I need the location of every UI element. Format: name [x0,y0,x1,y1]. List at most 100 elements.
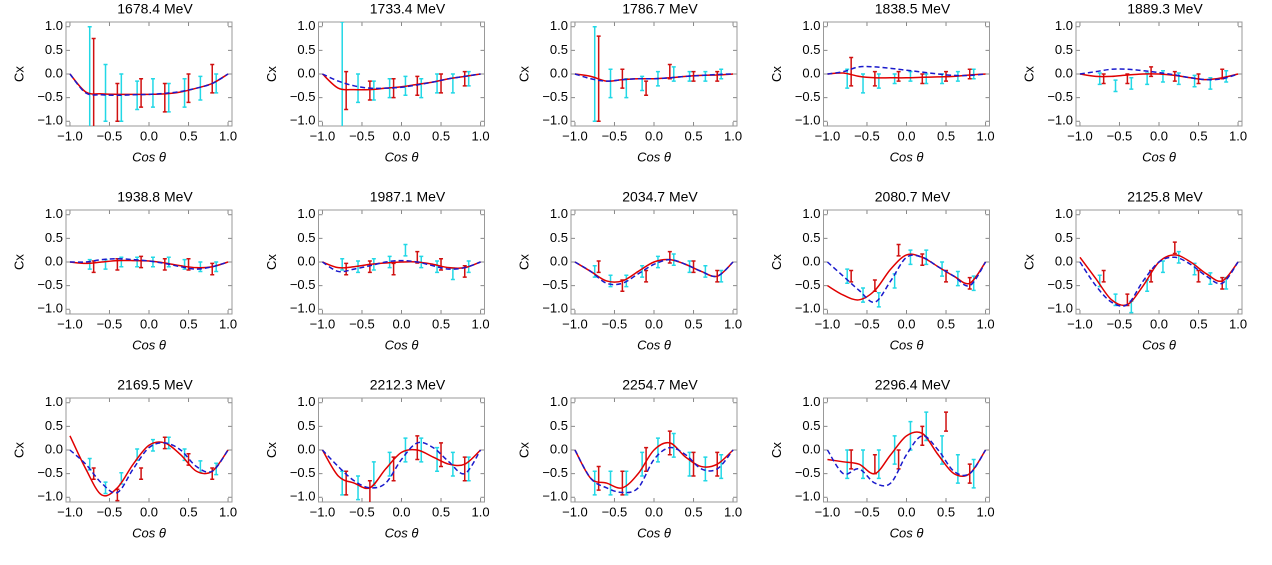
plot-frame [65,209,233,315]
error-bar [644,269,649,283]
error-bar [356,73,361,104]
y-axis-label: Cx [264,442,279,458]
error-bar [150,77,155,108]
x-axis-label: Cos θ [385,149,419,164]
error-bar [908,70,913,82]
y-tick-label: −1.0 [795,113,821,128]
error-bar [210,262,215,276]
error-bar [1097,72,1102,86]
x-tick-label: 0.0 [140,316,158,331]
error-bar [344,262,349,276]
x-tick-label: −0.5 [349,128,375,143]
y-tick-label: −1.0 [542,301,568,316]
x-tick-label: −0.5 [349,504,375,519]
error-bar [466,70,471,87]
x-axis-label: Cos θ [1142,337,1176,352]
x-tick-label: −0.5 [1107,316,1133,331]
y-tick-label: −1.0 [795,489,821,504]
y-axis-label: Cx [516,254,531,270]
y-axis-label: Cx [11,66,26,82]
y-tick-label: 1.0 [297,394,315,409]
x-tick-label: −0.5 [97,128,123,143]
error-bar [391,456,396,482]
x-tick-label: −1.0 [562,504,588,519]
y-tick-label: −0.5 [542,277,568,292]
error-bar [896,243,901,257]
x-tick-label: −0.5 [1107,128,1133,143]
y-tick-label: −1.0 [542,113,568,128]
x-tick-label: 0.5 [432,316,450,331]
y-tick-label: 1.0 [550,206,568,221]
curve [69,73,229,97]
error-bar [210,63,215,94]
error-bar [608,470,613,496]
y-tick-label: 1.0 [550,18,568,33]
y-tick-label: 0.5 [297,42,315,57]
x-tick-label: −1.0 [310,316,336,331]
x-tick-label: 0.0 [392,128,410,143]
error-bar [620,68,625,89]
x-tick-label: −0.5 [602,316,628,331]
y-axis-label: Cx [264,66,279,82]
curve [322,261,481,269]
x-tick-label: 1.0 [1229,128,1247,143]
error-bar [356,475,361,501]
y-tick-label: −1.0 [37,301,63,316]
error-bar [419,437,424,463]
y-tick-label: 0.0 [550,441,568,456]
panel-title: 1678.4 MeV [117,1,193,17]
x-tick-label: 0.0 [897,128,915,143]
error-bar [876,73,881,89]
y-tick-label: −0.5 [290,465,316,480]
error-bar [1172,241,1177,255]
x-axis-label: Cos θ [132,525,166,540]
y-tick-label: 0.0 [45,65,63,80]
panel-title: 2212.3 MeV [370,377,446,393]
error-bar [620,470,625,496]
error-bar [1176,250,1181,264]
plot-area [826,243,987,308]
plot-area [69,255,229,276]
error-bar [908,249,913,266]
x-tick-label: 0.5 [432,504,450,519]
error-bar [340,22,345,126]
error-bar [908,420,913,451]
error-bar [596,465,601,491]
panel-title: 2254.7 MeV [622,377,698,393]
x-tick-label: −1.0 [57,316,83,331]
error-bar [971,458,976,489]
error-bar [971,275,976,292]
x-tick-label: −0.5 [349,316,375,331]
plot-area [574,430,734,496]
error-bar [391,262,396,276]
curve [826,435,987,487]
error-bar [644,80,649,97]
x-tick-label: 0.5 [1189,128,1207,143]
y-tick-label: −1.0 [290,301,316,316]
error-bar [703,456,708,482]
y-tick-label: 0.0 [1055,253,1073,268]
x-tick-label: 0.5 [937,128,955,143]
error-bar [344,70,349,111]
panel: 2254.7 MeV Cx Cos θ −1.0 −0.5 0.0 0.5 1.0 −1.0 −0… [516,377,742,541]
x-tick-label: 0.0 [645,128,663,143]
y-axis-label: Cx [11,442,26,458]
error-bar [367,479,372,502]
error-bar [872,70,877,87]
plot-frame [65,21,233,127]
y-tick-label: −0.5 [1047,89,1073,104]
plot-frame [65,397,233,503]
y-tick-label: 0.5 [45,418,63,433]
y-tick-label: −1.0 [37,113,63,128]
y-tick-label: 0.0 [802,253,820,268]
error-bar [439,73,444,94]
error-bar [845,268,850,285]
panel-title: 2034.7 MeV [622,189,698,205]
plot-frame [1075,209,1243,315]
x-tick-label: 0.0 [392,316,410,331]
error-bar [162,82,167,113]
x-tick-label: 0.0 [645,504,663,519]
plot-frame [570,21,738,127]
error-bar [1160,260,1165,274]
